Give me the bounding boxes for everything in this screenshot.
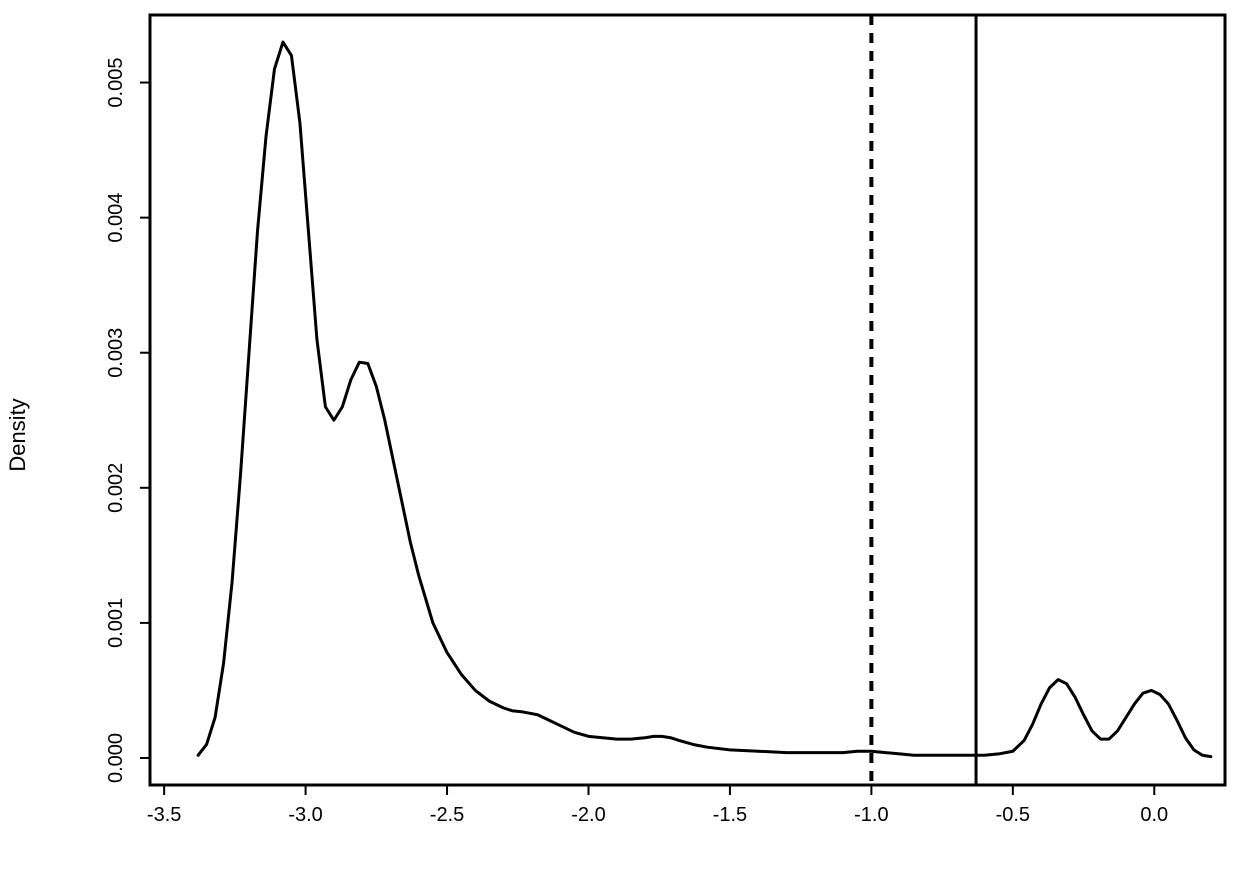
chart-svg: -3.5 -3.0 -2.5 -2.0 -1.5 -1.0 -0.5 0.0 0.000 0.00… bbox=[0, 0, 1240, 869]
x-tick-label: 0.0 bbox=[1140, 804, 1168, 826]
y-tick-label: 0.001 bbox=[105, 598, 127, 648]
y-tick-label: 0.005 bbox=[105, 58, 127, 108]
x-tick-label: -1.5 bbox=[713, 804, 747, 826]
plot-frame bbox=[150, 15, 1225, 785]
density-chart: Density -3.5-3.0-2.5-2.0-1.5-1.0-0.50.00… bbox=[0, 0, 1240, 869]
density-curve bbox=[198, 42, 1211, 757]
y-tick-label: 0.002 bbox=[105, 463, 127, 513]
y-tick-label: 0.000 bbox=[105, 733, 127, 783]
x-tick-label: -2.5 bbox=[430, 804, 464, 826]
x-tick-label: -1.0 bbox=[854, 804, 888, 826]
x-tick-label: -3.0 bbox=[288, 804, 322, 826]
x-tick-label: -0.5 bbox=[996, 804, 1030, 826]
y-axis-label: Density bbox=[5, 398, 31, 471]
x-tick-label: -3.5 bbox=[147, 804, 181, 826]
y-tick-label: 0.003 bbox=[105, 328, 127, 378]
y-tick-label: 0.004 bbox=[105, 193, 127, 243]
x-tick-label: -2.0 bbox=[571, 804, 605, 826]
